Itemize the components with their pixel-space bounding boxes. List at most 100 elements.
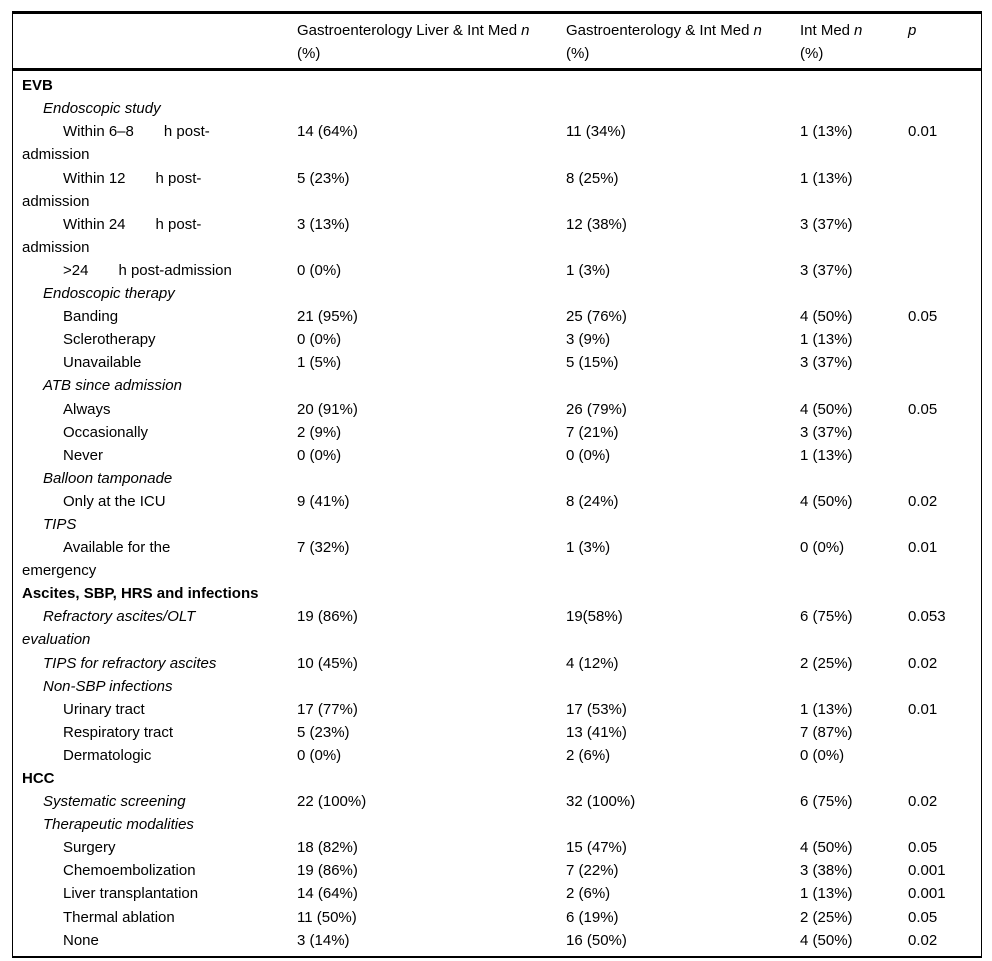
cell-gastro-intmed: 2 (6%) [566, 885, 611, 903]
cell-intmed: 3 (37%) [800, 354, 853, 372]
row-label-line1: None [63, 931, 99, 949]
cell-intmed: 3 (38%) [800, 862, 853, 880]
cell-intmed: 4 (50%) [800, 400, 853, 418]
table-row: TIPS for refractory ascites 10 (45%) 4 (12… [13, 652, 981, 675]
row-label-line1: Chemoembolization [63, 862, 196, 880]
cell-gastro-liver-intmed: 0 (0%) [297, 261, 342, 279]
cell-gastro-liver-intmed: 1 (5%) [297, 354, 342, 372]
cell-intmed: 4 (50%) [800, 839, 853, 857]
cell-intmed: 1 (13%) [800, 123, 853, 141]
row-label: Refractory ascites/OLT evaluation [13, 605, 297, 651]
cell-gastro-liver-intmed: 18 (82%) [297, 839, 358, 857]
row-label: EVB [13, 74, 297, 97]
table-row: Chemoembolization 19 (86%) 7 (22%) 3 (38%) 0… [13, 859, 981, 882]
table-row: Never 0 (0%) 0 (0%) 1 (13%) [13, 444, 981, 467]
cell-gastro-liver-intmed: 3 (14%) [297, 931, 350, 949]
cell-p-value: 0.02 [908, 793, 938, 811]
row-label-line1: Available for the [63, 539, 171, 557]
table-row: Dermatologic 0 (0%) 2 (6%) 0 (0%) [13, 744, 981, 767]
cell-gastro-intmed: 26 (79%) [566, 400, 627, 418]
row-label-line1: Liver transplantation [63, 885, 199, 903]
row-label-line1: Never [63, 446, 104, 464]
cell-gastro-intmed: 16 (50%) [566, 931, 627, 949]
row-label-line1: Dermatologic [63, 746, 152, 764]
col-header-title: Int Med [800, 22, 851, 39]
row-label-line1: ATB since admission [43, 377, 182, 395]
table-row: Liver transplantation 14 (64%) 2 (6%) 1 (13… [13, 882, 981, 905]
col-header-unit: (%) [800, 45, 824, 63]
row-label: Occasionally [13, 421, 297, 444]
cell-gastro-liver-intmed: 9 (41%) [297, 492, 350, 510]
cell-gastro-intmed: 1 (3%) [566, 539, 611, 557]
row-label-line1: Within 24 h post- [63, 215, 202, 233]
row-label-line1: Always [63, 400, 111, 418]
table-row: Urinary tract 17 (77%) 17 (53%) 1 (13%) 0.01 [13, 698, 981, 721]
row-label-line1: Systematic screening [43, 793, 186, 811]
row-label: Only at the ICU [13, 490, 297, 513]
cell-p-value: 0.053 [908, 608, 946, 626]
cell-gastro-intmed: 7 (21%) [566, 423, 619, 441]
cell-gastro-liver-intmed: 11 (50%) [297, 908, 357, 926]
row-label-line1: Refractory ascites/OLT [43, 608, 196, 626]
row-label-line2: emergency [22, 562, 97, 580]
cell-intmed: 3 (37%) [800, 261, 853, 279]
cell-gastro-intmed: 8 (24%) [566, 492, 619, 510]
table-row: EVB [13, 74, 981, 97]
col-header-p-value: p [908, 19, 981, 42]
row-label: Chemoembolization [13, 859, 297, 882]
cell-intmed: 7 (87%) [800, 723, 853, 741]
row-label: Endoscopic study [13, 97, 297, 120]
cell-intmed: 1 (13%) [800, 169, 853, 187]
col-header-title: Gastroenterology & Int Med [566, 22, 750, 39]
cell-gastro-intmed: 8 (25%) [566, 169, 619, 187]
col-header-n-variable: n [854, 22, 863, 39]
row-label-line1: Respiratory tract [63, 723, 174, 741]
table-row: Refractory ascites/OLT evaluation 19 (86%)… [13, 605, 981, 651]
table-row: ATB since admission [13, 374, 981, 397]
table-row: Systematic screening 22 (100%) 32 (100%) 6 … [13, 790, 981, 813]
cell-intmed: 4 (50%) [800, 492, 853, 510]
cell-p-value: 0.05 [908, 839, 938, 857]
row-label: Thermal ablation [13, 906, 297, 929]
cell-gastro-intmed: 17 (53%) [566, 700, 627, 718]
cell-intmed: 2 (25%) [800, 654, 853, 672]
cell-p-value: 0.02 [908, 654, 938, 672]
cell-gastro-intmed: 11 (34%) [566, 123, 626, 141]
cell-gastro-liver-intmed: 10 (45%) [297, 654, 358, 672]
cell-gastro-liver-intmed: 19 (86%) [297, 608, 358, 626]
cell-gastro-liver-intmed: 20 (91%) [297, 400, 358, 418]
table-row: Respiratory tract 5 (23%) 13 (41%) 7 (87%) [13, 721, 981, 744]
row-label-line1: Within 12 h post- [63, 169, 202, 187]
row-label: Systematic screening [13, 790, 297, 813]
row-label: TIPS [13, 513, 297, 536]
row-label: Available for the emergency [13, 536, 297, 582]
cell-intmed: 1 (13%) [800, 700, 853, 718]
cell-gastro-intmed: 3 (9%) [566, 331, 611, 349]
row-label: None [13, 929, 297, 952]
row-label: Unavailable [13, 351, 297, 374]
cell-gastro-liver-intmed: 2 (9%) [297, 423, 342, 441]
cell-gastro-intmed: 6 (19%) [566, 908, 619, 926]
cell-gastro-intmed: 25 (76%) [566, 308, 627, 326]
cell-intmed: 1 (13%) [800, 446, 853, 464]
cell-p-value: 0.02 [908, 492, 938, 510]
row-label-line1: Endoscopic therapy [43, 285, 175, 303]
cell-gastro-liver-intmed: 14 (64%) [297, 885, 358, 903]
cell-p-value: 0.001 [908, 885, 946, 903]
cell-gastro-intmed: 19(58%) [566, 608, 623, 626]
cell-gastro-liver-intmed: 0 (0%) [297, 746, 342, 764]
row-label: Urinary tract [13, 698, 297, 721]
table-row: Always 20 (91%) 26 (79%) 4 (50%) 0.05 [13, 398, 981, 421]
table-row: Within 24 h post-admission 3 (13%) 12 (38%… [13, 213, 981, 259]
col-header-gastro-liver-intmed: Gastroenterology Liver & Int Med n (%) [297, 19, 566, 65]
cell-gastro-liver-intmed: 0 (0%) [297, 331, 342, 349]
table-row: Available for the emergency 7 (32%) 1 (3%) 0… [13, 536, 981, 582]
cell-gastro-intmed: 4 (12%) [566, 654, 619, 672]
row-label-line1: Surgery [63, 839, 116, 857]
cell-gastro-intmed: 5 (15%) [566, 354, 619, 372]
cell-gastro-intmed: 13 (41%) [566, 723, 627, 741]
col-header-title: Gastroenterology Liver & Int Med [297, 22, 518, 39]
cell-gastro-liver-intmed: 5 (23%) [297, 723, 350, 741]
row-label: Liver transplantation [13, 882, 297, 905]
table-row: Within 12 h post-admission 5 (23%) 8 (25%)… [13, 167, 981, 213]
